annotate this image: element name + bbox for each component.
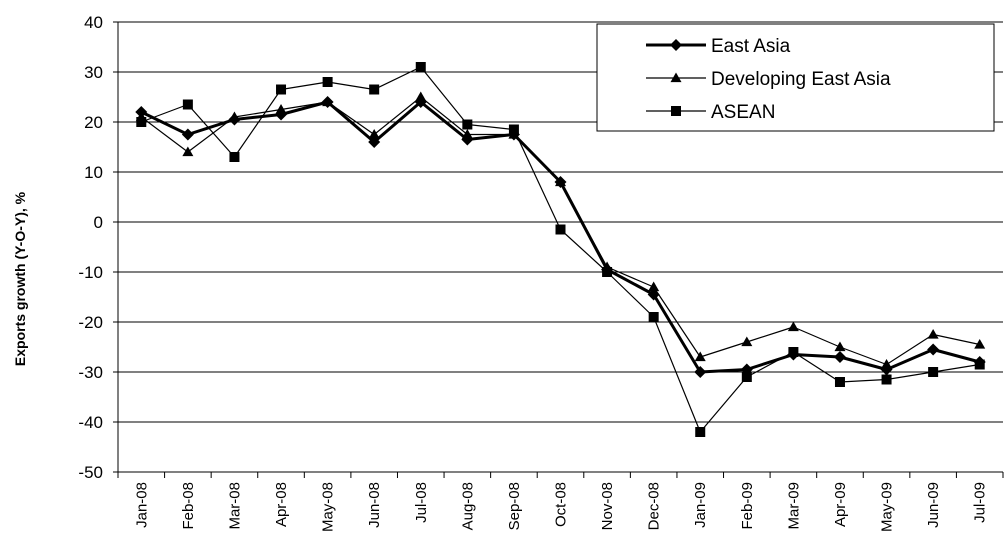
data-point-diamond (368, 136, 381, 148)
x-tick-label: Apr-09 (832, 482, 849, 527)
data-point-diamond (973, 356, 986, 368)
y-tick-label: -30 (78, 363, 103, 382)
y-tick-label: 10 (84, 163, 103, 182)
data-point-triangle (927, 329, 939, 339)
y-tick-label: -50 (78, 463, 103, 482)
data-point-diamond (670, 39, 682, 51)
legend-label: Developing East Asia (711, 69, 891, 90)
y-tick-label: -20 (78, 313, 103, 332)
x-tick-label: Oct-08 (553, 482, 570, 527)
data-point-square (671, 106, 681, 116)
data-point-diamond (787, 348, 800, 361)
data-point-diamond (740, 363, 753, 376)
data-point-diamond (880, 363, 893, 376)
data-point-triangle (368, 129, 380, 139)
data-point-square (322, 77, 333, 87)
data-point-square (695, 427, 706, 437)
data-point-diamond (927, 343, 940, 356)
x-tick-label: Jun-08 (366, 482, 383, 528)
x-tick-label: Dec-08 (646, 482, 663, 530)
x-tick-label: Sep-08 (506, 482, 523, 530)
data-point-triangle (834, 341, 846, 352)
gridlines (118, 21, 1003, 423)
y-tick-labels: -50 -40 -30 -20 -10 0 10 20 30 40 (78, 13, 103, 482)
x-tick-label: Feb-09 (739, 482, 756, 530)
data-point-square (462, 119, 473, 130)
x-tick-label: May-09 (879, 482, 896, 532)
data-point-diamond (228, 113, 241, 126)
data-point-square (555, 224, 566, 235)
data-point-triangle (741, 336, 753, 347)
data-point-diamond (181, 128, 194, 141)
x-tick-label: Apr-08 (273, 482, 290, 527)
data-point-square (182, 99, 193, 110)
x-tick-label: Jan-08 (133, 482, 150, 528)
x-tick-label: Jul-08 (413, 482, 430, 523)
data-point-square (741, 372, 752, 382)
data-point-square (415, 62, 426, 72)
data-point-triangle (182, 146, 194, 157)
x-tick-label: Mar-08 (226, 482, 243, 530)
data-point-diamond (507, 128, 520, 141)
data-point-diamond (135, 106, 148, 118)
data-point-diamond (275, 108, 288, 121)
data-point-square (229, 152, 240, 162)
x-tick-label: Jan-09 (692, 482, 709, 528)
y-tick-label: 20 (84, 113, 103, 132)
data-point-triangle (670, 72, 682, 83)
x-tick-label: Aug-08 (459, 482, 476, 530)
data-point-triangle (648, 281, 660, 292)
data-point-square (648, 312, 659, 322)
legend-item: Developing East Asia (646, 69, 891, 90)
data-point-triangle (787, 321, 799, 332)
data-point-diamond (321, 96, 334, 108)
legend-item: East Asia (646, 36, 791, 57)
data-point-triangle (694, 351, 706, 362)
axes (113, 21, 1004, 478)
series-east-asia (135, 96, 986, 378)
data-point-diamond (647, 288, 660, 301)
y-tick-label: 30 (84, 63, 103, 82)
x-tick-label: May-08 (320, 482, 337, 532)
series-line (140, 100, 981, 374)
data-point-diamond (554, 176, 567, 188)
x-tick-labels: Jan-08 Feb-08 Mar-08 Apr-08 May-08 Jun-08 Jul-… (133, 482, 988, 532)
y-tick-label: 40 (84, 13, 103, 32)
data-point-square (276, 84, 287, 95)
legend-item: ASEAN (646, 102, 775, 123)
x-tick-label: Nov-08 (599, 482, 616, 530)
data-point-diamond (694, 366, 707, 378)
series (135, 62, 986, 437)
data-point-square (369, 84, 380, 95)
x-tick-label: Jun-09 (925, 482, 942, 528)
y-tick-label: 0 (94, 213, 103, 232)
data-point-square (834, 377, 845, 387)
data-point-square (136, 117, 147, 127)
data-point-diamond (414, 96, 427, 108)
legend: East Asia Developing East Asia ASEAN (596, 23, 995, 132)
data-point-diamond (833, 351, 846, 363)
x-tick-label: Mar-09 (785, 482, 802, 530)
data-point-square (928, 367, 939, 377)
data-point-triangle (974, 339, 986, 349)
x-tick-label: Jul-09 (972, 482, 989, 523)
data-point-square (881, 374, 892, 385)
y-axis-label: Exports growth (Y-O-Y), % (12, 191, 28, 366)
data-point-diamond (461, 133, 474, 146)
y-tick-label: -10 (78, 263, 103, 282)
legend-label: East Asia (711, 36, 791, 57)
data-point-diamond (601, 263, 614, 276)
y-tick-label: -40 (78, 413, 103, 432)
x-tick-label: Feb-08 (180, 482, 197, 530)
legend-label: ASEAN (711, 102, 775, 123)
